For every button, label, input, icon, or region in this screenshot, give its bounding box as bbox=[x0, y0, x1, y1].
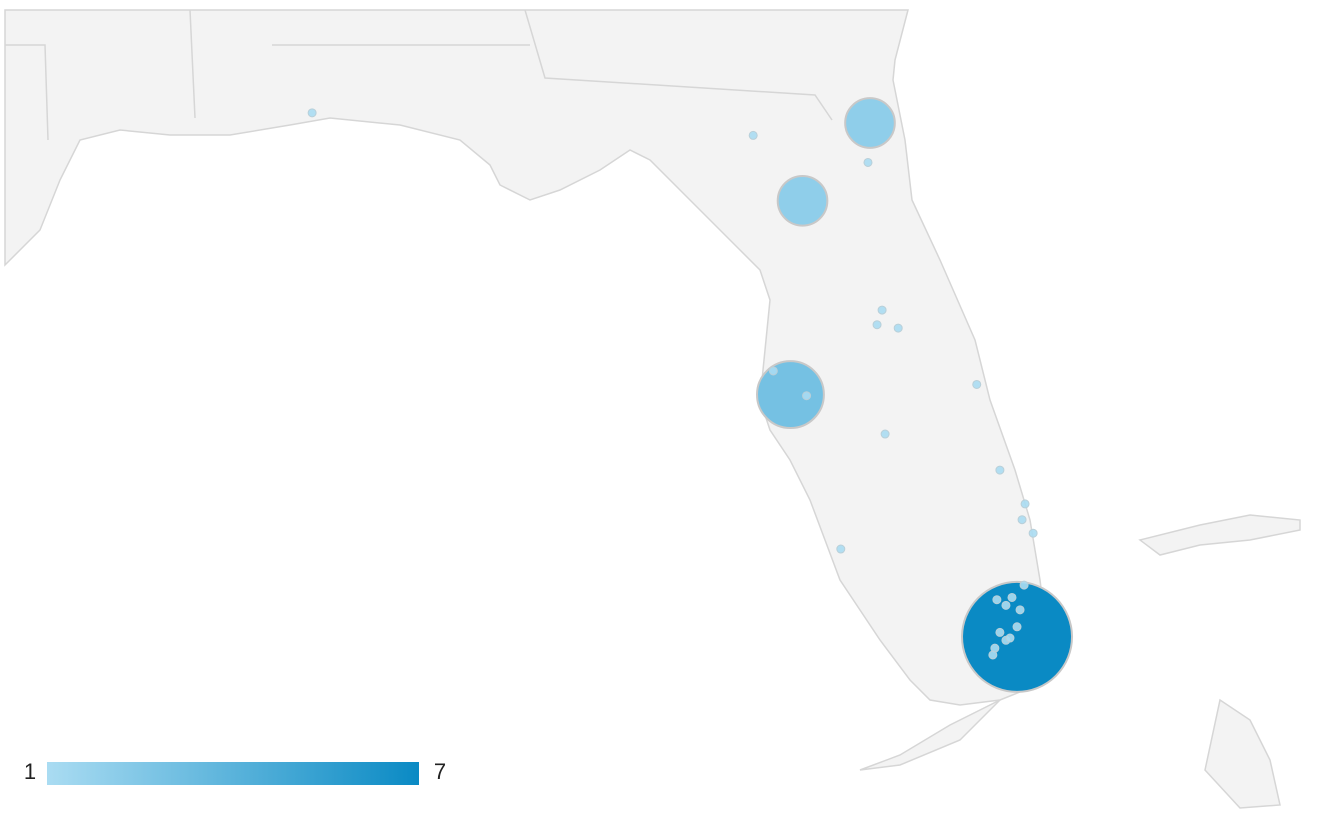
bubble bbox=[988, 650, 998, 660]
bubble bbox=[802, 391, 812, 401]
bubble bbox=[863, 157, 873, 167]
bubble bbox=[1015, 605, 1025, 615]
bubble bbox=[1005, 633, 1015, 643]
bubble bbox=[893, 323, 903, 333]
bubble bbox=[844, 97, 896, 149]
basemap bbox=[4, 9, 1301, 809]
bubble bbox=[995, 627, 1005, 637]
bubble bbox=[748, 130, 758, 140]
bubble bbox=[961, 580, 1074, 693]
bubble bbox=[776, 174, 829, 227]
bubbles bbox=[307, 97, 1074, 693]
bubble bbox=[768, 366, 778, 376]
bubble bbox=[877, 305, 887, 315]
island bbox=[1138, 514, 1301, 556]
bubble bbox=[307, 108, 317, 118]
legend-min: 1 bbox=[24, 759, 36, 784]
bubble bbox=[1007, 592, 1017, 602]
bubble bbox=[872, 320, 882, 330]
bubble bbox=[1017, 515, 1027, 525]
bubble bbox=[880, 429, 890, 439]
bubble bbox=[1001, 600, 1011, 610]
keys bbox=[859, 699, 1001, 771]
bubble bbox=[1020, 499, 1030, 509]
bubble bbox=[1028, 528, 1038, 538]
bubble bbox=[1012, 622, 1022, 632]
bubble bbox=[995, 465, 1005, 475]
island bbox=[1204, 698, 1281, 809]
bubble bbox=[972, 379, 982, 389]
legend-gradient bbox=[47, 762, 419, 785]
bubble bbox=[836, 544, 846, 554]
state-border bbox=[5, 9, 833, 141]
bubble bbox=[1019, 580, 1029, 590]
bubble bbox=[756, 360, 825, 430]
bubble bbox=[992, 595, 1002, 605]
legend: 1 7 bbox=[24, 759, 446, 785]
legend-max: 7 bbox=[434, 759, 446, 784]
